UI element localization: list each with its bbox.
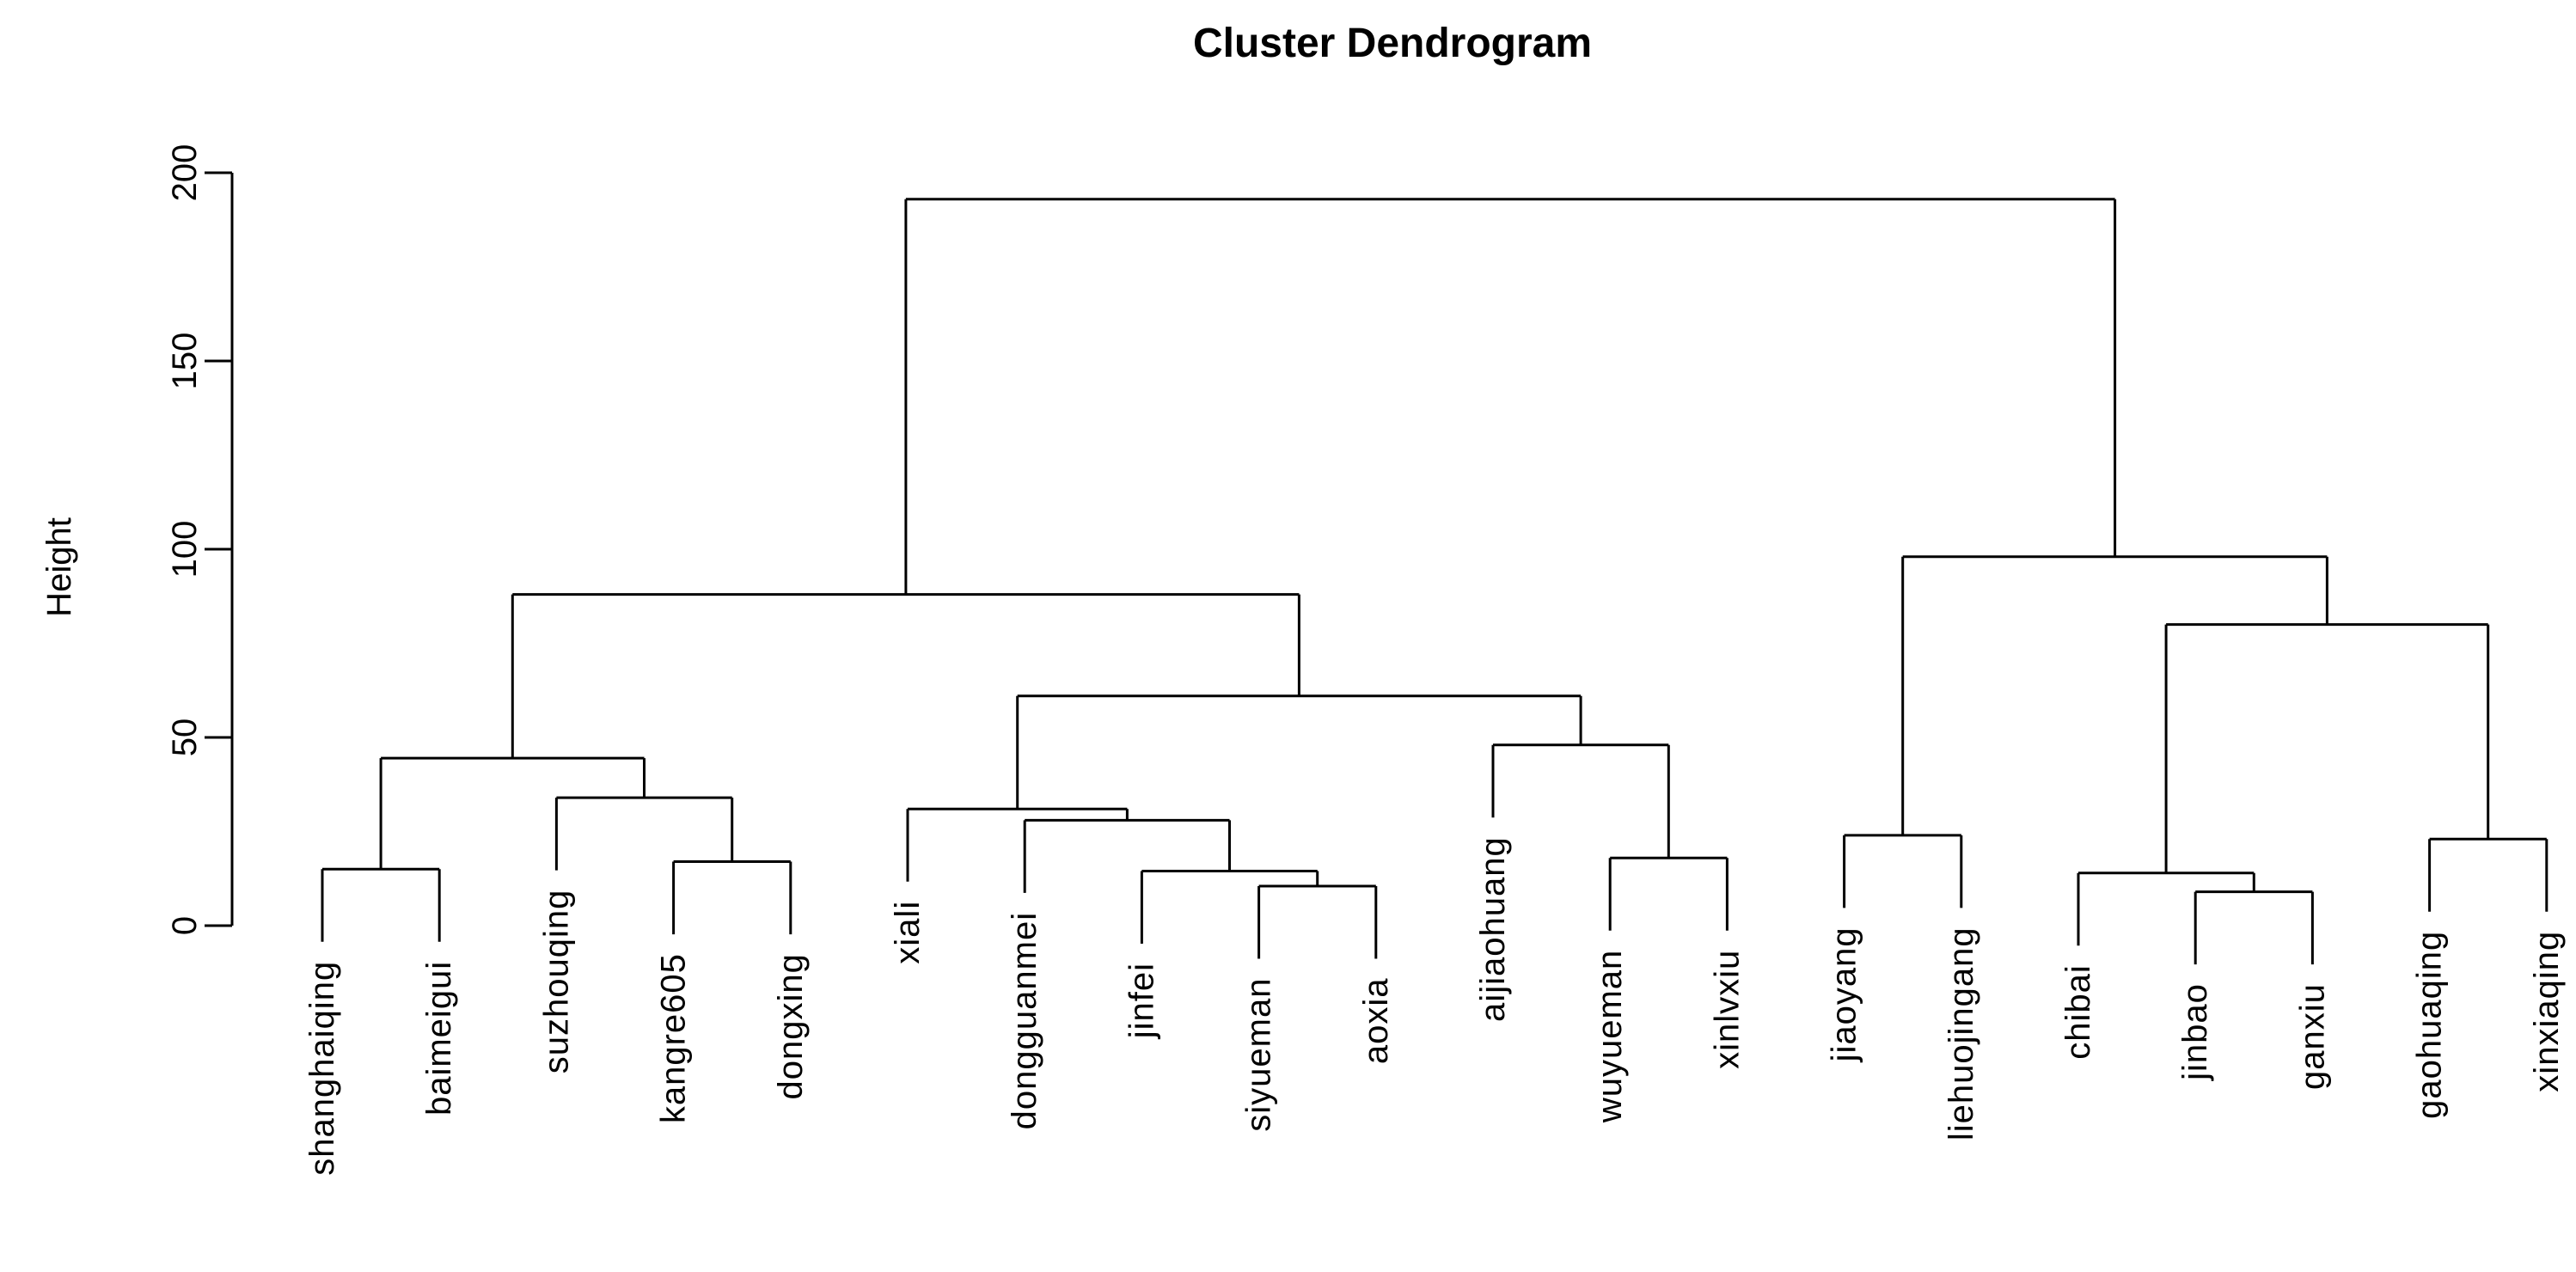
leaf-label-chibai: chibai	[2059, 964, 2097, 1060]
leaf-label-gaohuaqing: gaohuaqing	[2411, 931, 2449, 1119]
chart-title: Cluster Dendrogram	[1193, 21, 1592, 66]
leaf-label-jinfei: jinfei	[1123, 963, 1160, 1039]
y-axis-tick-label: 100	[166, 521, 204, 578]
y-axis-tick-label: 50	[166, 719, 204, 757]
leaf-label-dongguanmei: dongguanmei	[1006, 912, 1043, 1129]
dendrogram-links	[321, 198, 2548, 965]
leaf-label-aijiaohuang: aijiaohuang	[1474, 836, 1512, 1022]
y-axis	[205, 171, 234, 927]
leaf-label-baimeigui: baimeigui	[420, 961, 458, 1116]
leaf-label-shanghaiqing: shanghaiqing	[303, 961, 341, 1176]
leaf-label-dongxing: dongxing	[772, 953, 810, 1099]
y-axis-title: Height	[40, 517, 78, 617]
y-axis-tick-label: 0	[166, 916, 204, 935]
leaf-label-jinbao: jinbao	[2176, 983, 2214, 1081]
leaf-label-xinlvxiu: xinlvxiu	[1708, 950, 1746, 1069]
leaf-label-liehuojingang: liehuojingang	[1943, 926, 1980, 1141]
leaf-label-suzhouqing: suzhouqing	[537, 890, 575, 1074]
leaf-label-wuyueman: wuyueman	[1591, 950, 1629, 1123]
leaf-label-ganxiu: ganxiu	[2293, 983, 2331, 1090]
leaf-label-kangre605: kangre605	[655, 953, 693, 1123]
leaf-label-jiaoyang: jiaoyang	[1826, 926, 1863, 1062]
leaf-label-xiali: xiali	[889, 901, 927, 964]
leaf-label-siyueman: siyueman	[1240, 978, 1278, 1132]
leaf-label-xinxiaqing: xinxiaqing	[2528, 931, 2566, 1092]
y-axis-tick-label: 150	[166, 333, 204, 390]
y-axis-tick-label: 200	[166, 144, 204, 202]
leaf-label-aoxia: aoxia	[1357, 978, 1395, 1065]
